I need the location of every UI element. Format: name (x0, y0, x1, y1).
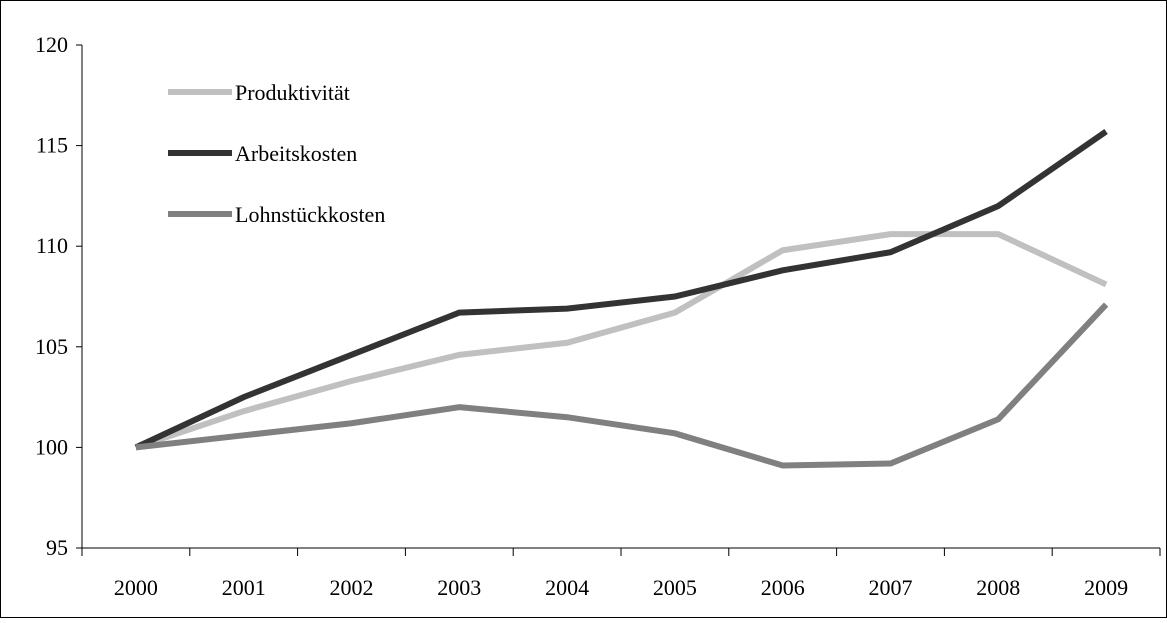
y-tick-label: 110 (36, 233, 68, 258)
x-tick-label: 2000 (114, 575, 158, 600)
x-tick-label: 2008 (976, 575, 1020, 600)
series-line-1 (134, 231, 1108, 451)
legend-label: Lohnstückkosten (235, 202, 385, 227)
y-tick-label: 120 (35, 32, 68, 57)
legend-label: Produktivität (235, 80, 350, 105)
x-tick-label: 2001 (222, 575, 266, 600)
legend-label: Arbeitskosten (235, 141, 357, 166)
x-tick-label: 2007 (869, 575, 913, 600)
axes: 95 100 105 110 115 120 2000 2001 2002 2003 2004 200… (35, 32, 1161, 600)
series-line-3 (135, 302, 1109, 469)
y-tick-label: 105 (35, 334, 68, 359)
x-tick-label: 2002 (330, 575, 374, 600)
x-tick-label: 2006 (761, 575, 805, 600)
y-tick-label: 100 (35, 434, 68, 459)
x-tick-label: 2004 (545, 575, 589, 600)
x-tick-label: 2005 (653, 575, 697, 600)
series-lines (134, 129, 1109, 469)
legend: Produktivität Arbeitskosten Lohnstückkoste… (168, 80, 385, 227)
y-tick-label: 95 (46, 535, 68, 560)
x-tick-label: 2009 (1084, 575, 1128, 600)
y-tick-label: 115 (36, 133, 68, 158)
series-line-2 (134, 129, 1108, 451)
x-tick-label: 2003 (437, 575, 481, 600)
